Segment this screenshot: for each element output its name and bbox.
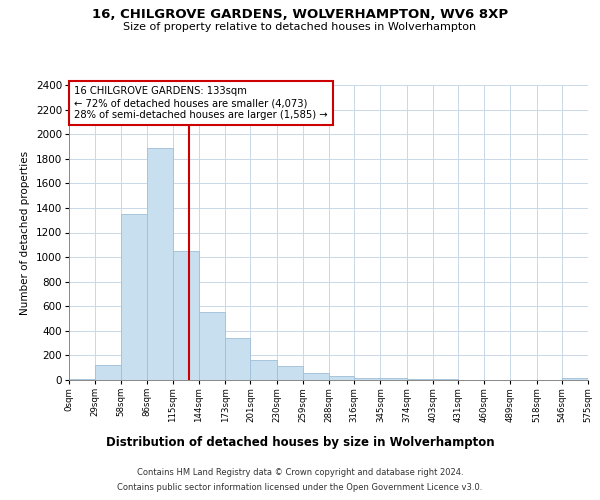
Bar — [329, 376, 354, 380]
Bar — [303, 372, 329, 380]
Bar — [121, 214, 146, 380]
Bar — [225, 338, 250, 380]
Bar — [146, 148, 173, 380]
Bar — [199, 312, 225, 380]
Bar — [277, 366, 303, 380]
Text: Distribution of detached houses by size in Wolverhampton: Distribution of detached houses by size … — [106, 436, 494, 449]
Y-axis label: Number of detached properties: Number of detached properties — [20, 150, 30, 314]
Bar — [380, 378, 407, 380]
Bar — [69, 379, 95, 380]
Text: 16 CHILGROVE GARDENS: 133sqm
← 72% of detached houses are smaller (4,073)
28% of: 16 CHILGROVE GARDENS: 133sqm ← 72% of de… — [74, 86, 328, 120]
Bar — [562, 378, 588, 380]
Text: Contains public sector information licensed under the Open Government Licence v3: Contains public sector information licen… — [118, 483, 482, 492]
Bar — [250, 360, 277, 380]
Text: 16, CHILGROVE GARDENS, WOLVERHAMPTON, WV6 8XP: 16, CHILGROVE GARDENS, WOLVERHAMPTON, WV… — [92, 8, 508, 20]
Bar — [354, 378, 380, 380]
Bar — [173, 251, 199, 380]
Bar — [407, 379, 433, 380]
Bar — [95, 364, 121, 380]
Text: Contains HM Land Registry data © Crown copyright and database right 2024.: Contains HM Land Registry data © Crown c… — [137, 468, 463, 477]
Text: Size of property relative to detached houses in Wolverhampton: Size of property relative to detached ho… — [124, 22, 476, 32]
